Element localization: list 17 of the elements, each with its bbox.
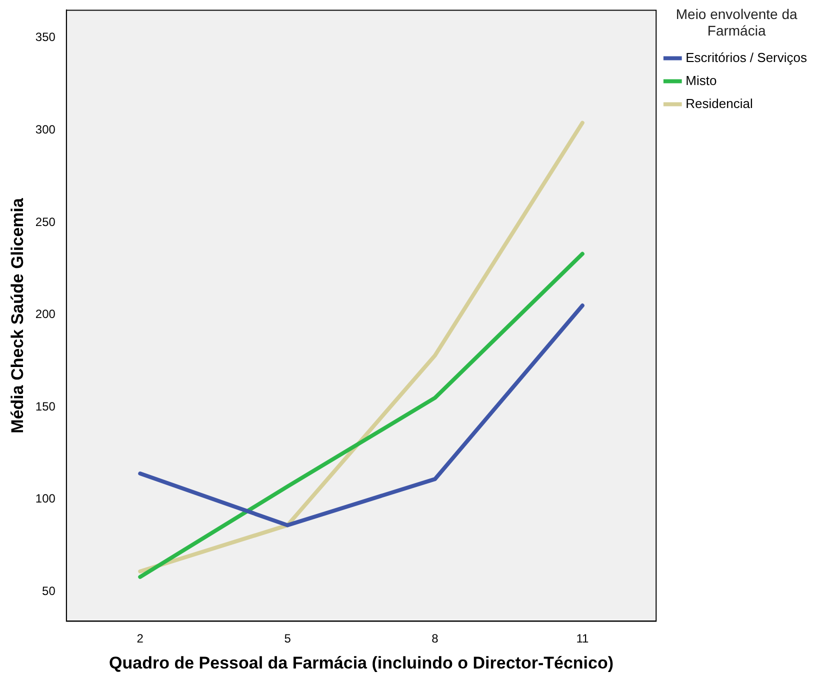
y-tick-label: 350 [35,30,56,44]
legend-label: Misto [686,72,717,88]
y-tick-label: 100 [35,492,56,506]
x-tick-label: 2 [136,632,144,646]
y-tick-label: 50 [42,584,56,598]
legend-title: Meio envolvente da Farmácia [676,6,798,39]
y-tick-label: 300 [35,122,56,136]
legend-label: Residencial [686,96,753,111]
y-tick-label: 150 [35,399,56,414]
x-tick-label: 11 [576,632,589,646]
y-tick-label: 250 [35,214,56,229]
x-tick-label: 5 [284,632,292,646]
y-axis-title: Média Check Saúde Glicemia [8,198,27,434]
legend-label: Escritórios / Serviços [686,50,808,65]
x-tick-label: 8 [432,632,439,646]
x-axis-title: Quadro de Pessoal da Farmácia (incluindo o Director-Técnico) [109,653,614,672]
y-tick-label: 200 [35,307,56,322]
